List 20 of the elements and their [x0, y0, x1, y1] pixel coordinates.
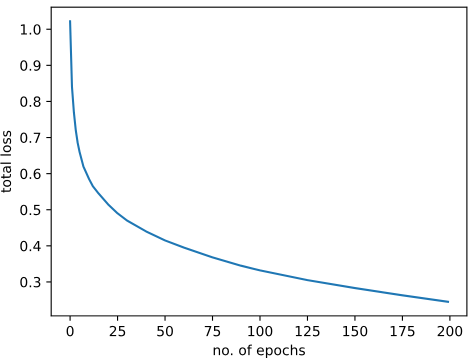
x-tick-label: 200	[438, 326, 462, 336]
x-tick-label: 0	[66, 326, 74, 336]
x-tick-label: 150	[343, 326, 368, 336]
x-axis-title: no. of epochs	[214, 344, 305, 358]
x-tick-label: 75	[204, 326, 220, 336]
y-tick-label: 0.9	[20, 60, 40, 71]
x-tick-label: 50	[157, 326, 173, 336]
y-tick-label: 0.4	[20, 240, 41, 252]
y-tick-label: 0.8	[20, 96, 41, 107]
y-tick-label: 0.7	[20, 132, 40, 144]
y-tick-label: 0.6	[20, 168, 41, 180]
x-tick-label: 100	[248, 326, 272, 336]
x-tick-label: 175	[390, 326, 414, 336]
x-tick-label: 25	[110, 326, 126, 336]
x-tick-label: 125	[296, 326, 320, 336]
y-tick-label: 0.5	[20, 204, 40, 216]
line-series	[69, 20, 450, 303]
y-tick-label: 0.3	[20, 276, 40, 288]
y-axis-title: total loss	[0, 130, 12, 193]
y-tick-label: 1.0	[20, 24, 41, 35]
